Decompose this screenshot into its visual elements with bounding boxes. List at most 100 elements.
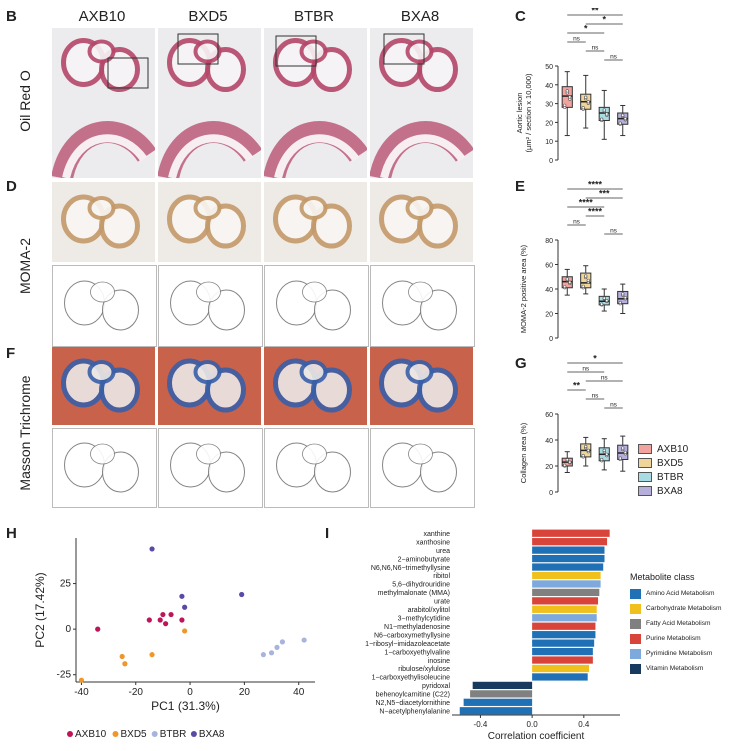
legend-item-axb10: AXB10 [638, 442, 728, 456]
zoom-region-box [177, 33, 219, 65]
data-point [581, 284, 585, 288]
significance-label: ** [573, 381, 581, 391]
valve-cusp [193, 360, 222, 384]
correlation-bar [463, 698, 533, 706]
valve-cusp [314, 289, 351, 331]
y-tick-label: 10 [545, 139, 553, 146]
valve-cusp [90, 443, 115, 465]
box [561, 86, 573, 108]
significance-label: ns [610, 228, 618, 235]
legend-swatch [638, 472, 652, 482]
correlation-bar [532, 571, 601, 580]
metabolite-label: 3−methylcytidine [398, 616, 450, 623]
metabolite-label: 2−aminobutyrate [398, 556, 450, 563]
y-tick-label: 25 [60, 579, 72, 590]
valve-cusp [302, 281, 327, 303]
data-point [581, 106, 585, 110]
x-axis-label: Correlation coefficient [488, 731, 585, 742]
column-header-bxa8: BXA8 [400, 8, 440, 25]
x-tick-label: 0.4 [578, 720, 590, 729]
legend-metabolite-class: Metabolite class Amino Acid Metabolism Ca… [630, 572, 738, 676]
y-tick-label: 40 [545, 287, 553, 294]
metabolite-label: urate [434, 599, 450, 606]
correlation-bar [532, 580, 601, 588]
panel-label-i: I [325, 525, 330, 542]
pca-point [149, 546, 155, 552]
legend-swatch [638, 458, 652, 468]
pca-point [163, 621, 169, 627]
zoom-region-box [107, 57, 149, 89]
valve-cusp [405, 360, 434, 384]
legend-item-bxa8: BXA8 [638, 484, 728, 498]
significance-label: *** [599, 189, 610, 199]
legend-swatch [630, 633, 641, 644]
histology-tile [158, 103, 261, 178]
pca-point [119, 653, 125, 660]
significance-label: * [584, 24, 588, 34]
legend-item-bxd5: BXD5 [638, 456, 728, 470]
panel-label-f: F [6, 345, 16, 362]
legend-label: AXB10 [657, 443, 689, 455]
legend-label: BXD5 [657, 457, 684, 469]
valve-cusp [299, 196, 328, 220]
y-axis-label: MOMA-2 positive area (%) [519, 244, 528, 333]
data-point [565, 277, 569, 281]
histology-tile [158, 347, 261, 425]
y-axis-label-line: MOMA-2 positive area (%) [519, 244, 528, 333]
histology-tile [158, 265, 263, 347]
legend-label: Fatty Acid Metabolism [646, 620, 711, 627]
data-point [623, 295, 627, 300]
chart-i-correlation: -0.4 0.0 0.4 Correlation coefficient xanthin… [365, 529, 620, 742]
valve-cusp [408, 281, 433, 303]
chart-h-pca: -40 -20 0 20 40 -25 0 25 PC1 (31.3%) PC2 (17.42%)… [33, 538, 315, 740]
correlation-bar [532, 554, 605, 563]
pca-point [78, 677, 85, 683]
pca-point [239, 591, 245, 598]
histology-tile [158, 428, 263, 508]
histology-tile [370, 103, 473, 178]
correlation-bar [472, 681, 533, 690]
valve-cusp [208, 289, 245, 331]
chart-c-aortic-lesion: 0 10 20 30 40 50 Aortic lesion (µm² / section x… [515, 8, 629, 165]
legend-label: Amino Acid Metabolism [646, 590, 715, 597]
significance-label: ns [601, 375, 609, 382]
histology-tile [52, 428, 157, 508]
correlation-bar [532, 673, 588, 681]
metabolite-label: 1−carboxyethylisoleucine [372, 675, 451, 682]
valve-cusp [102, 451, 139, 493]
correlation-bar [532, 639, 595, 647]
y-tick-label: -25 [57, 670, 72, 681]
histology-grid [0, 0, 475, 520]
data-point [621, 446, 625, 450]
box [617, 290, 629, 305]
pca-point [157, 617, 163, 623]
pca-point [179, 593, 185, 599]
y-tick-label: 0 [549, 158, 553, 165]
metabolite-label: inosine [428, 658, 450, 665]
metabolite-label: 5,6−dihydrouridine [392, 582, 450, 589]
significance-label: ns [592, 45, 600, 52]
legend-item: Amino Acid Metabolism [630, 586, 738, 601]
zoom-region-box [383, 33, 425, 65]
valve-cusp [299, 39, 328, 64]
pca-point [182, 628, 188, 634]
data-point [621, 113, 625, 117]
metabolite-label: xanthosine [416, 539, 450, 546]
histology-tile [264, 28, 367, 103]
significance-label: ns [582, 366, 590, 373]
panel-label-h: H [6, 525, 17, 542]
correlation-bar [532, 605, 597, 613]
histology-tile [264, 428, 369, 508]
box [598, 106, 610, 122]
metabolite-label: ribitol [433, 573, 450, 580]
histology-tile [370, 28, 473, 103]
valve-cusp [193, 196, 222, 220]
metabolite-label: N2,N5−diacetylornithine [375, 700, 450, 707]
valve-cusp [196, 443, 221, 465]
metabolite-label: urea [436, 548, 450, 555]
metabolite-label: methylmalonate (MMA) [378, 590, 450, 597]
valve-cusp [87, 196, 116, 220]
data-point [586, 448, 590, 452]
